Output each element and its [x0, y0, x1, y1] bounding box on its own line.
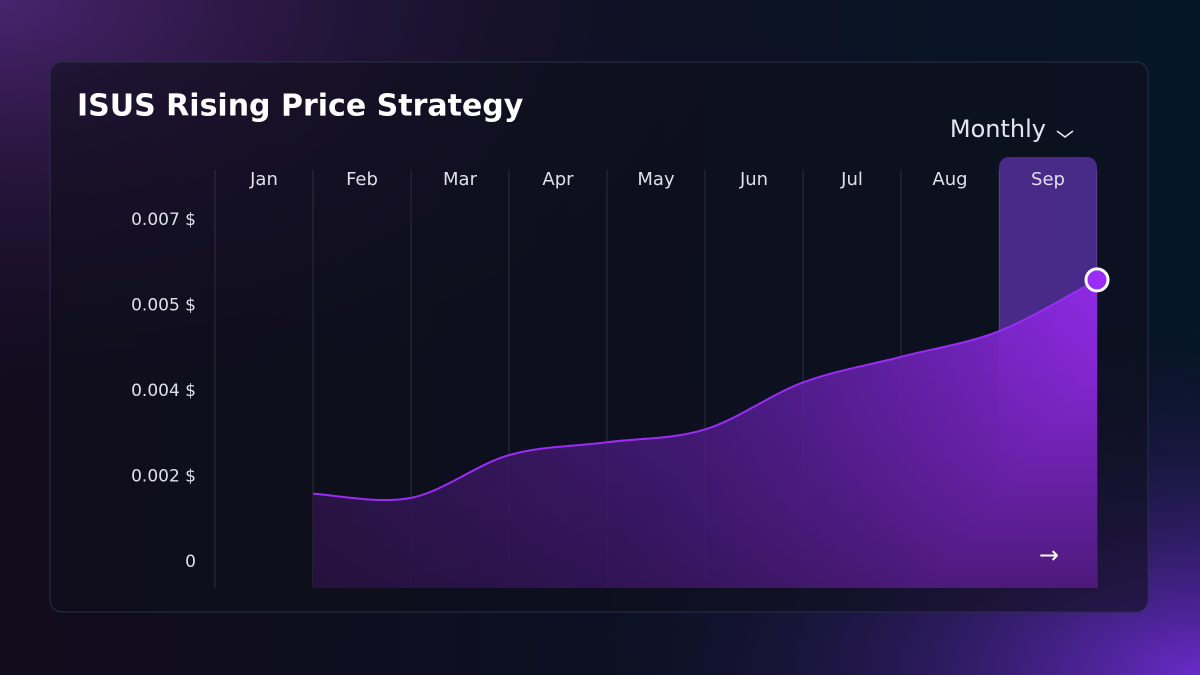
x-tick-label: Jun	[739, 169, 768, 190]
x-tick-label: Jul	[840, 169, 863, 190]
x-tick-label: Mar	[443, 169, 478, 190]
y-tick-label: 0.007 $	[131, 210, 196, 230]
period-dropdown[interactable]: Monthly	[950, 115, 1074, 143]
end-marker	[1084, 267, 1110, 293]
x-tick-label: Feb	[346, 169, 378, 190]
line	[312, 278, 1098, 501]
next-arrow[interactable]: →	[1039, 541, 1059, 569]
x-tick-label: Jan	[249, 169, 278, 190]
x-tick-label: Aug	[932, 169, 967, 190]
dropdown-label[interactable]: Monthly	[950, 115, 1046, 143]
x-tick-label: Sep	[1031, 169, 1065, 190]
x-tick-label: Apr	[542, 169, 574, 190]
x-tick-label: May	[637, 169, 675, 190]
y-tick-label: 0.004 $	[131, 381, 196, 401]
chart-title: ISUS Rising Price Strategy	[77, 89, 524, 124]
y-tick-label: 0	[185, 552, 196, 572]
y-tick-label: 0.002 $	[131, 467, 196, 487]
dropdown-chevron[interactable]	[1056, 130, 1074, 138]
y-tick-label: 0.005 $	[131, 296, 196, 316]
plot: Jan Feb Mar Apr May Jun Jul Aug Sep 0 0.002 $ 0.004…	[131, 157, 1110, 588]
